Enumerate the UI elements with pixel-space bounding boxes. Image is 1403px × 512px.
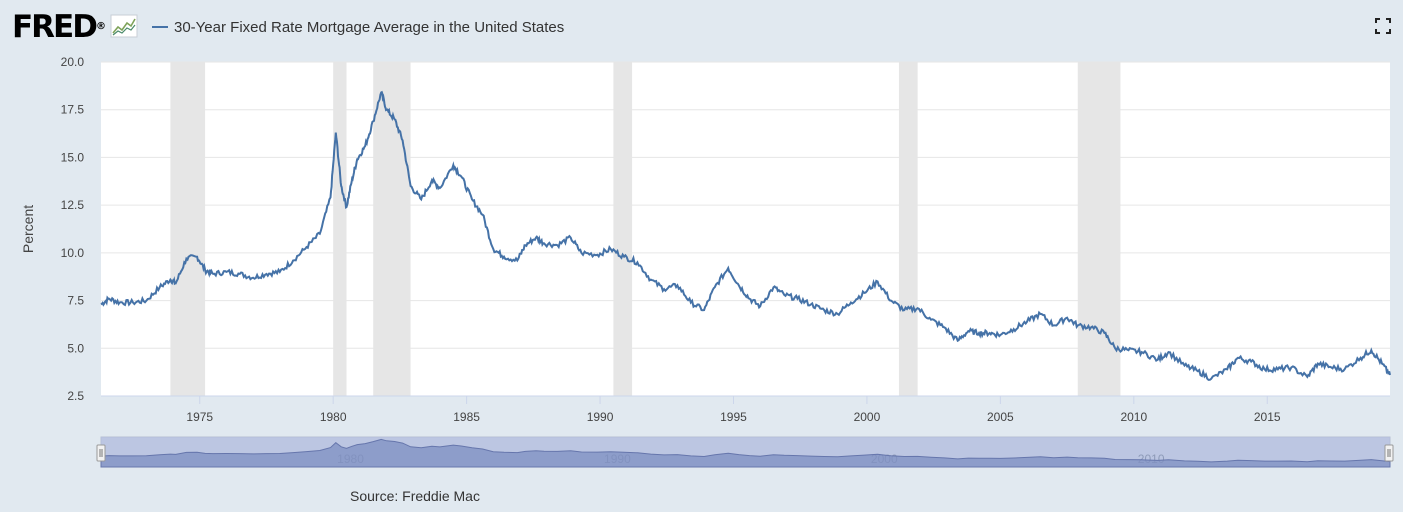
- recession-band-2: [373, 62, 411, 396]
- x-tick-label-0: 1975: [186, 410, 213, 424]
- x-tick-label-3: 1990: [587, 410, 614, 424]
- fred-logo[interactable]: FRED®: [12, 9, 106, 45]
- recession-band-5: [1077, 62, 1121, 396]
- chart-source: Source: Freddie Mac: [350, 488, 480, 504]
- x-tick-label-2: 1985: [453, 410, 480, 424]
- y-tick-label-3: 10.0: [61, 246, 85, 260]
- legend-swatch: [152, 26, 168, 28]
- x-tick-label-7: 2010: [1120, 410, 1147, 424]
- navigator-area: [100, 438, 1391, 468]
- y-tick-label-6: 17.5: [61, 103, 85, 117]
- x-tick-label-4: 1995: [720, 410, 747, 424]
- legend-label: 30-Year Fixed Rate Mortgage Average in t…: [174, 18, 565, 36]
- chart-header: FRED® 30-Year Fixed Rate Mortgage Averag…: [0, 0, 1403, 56]
- plot-area: [101, 62, 1390, 396]
- fred-logo-mark: ®: [95, 21, 106, 32]
- x-axis-ticks: 1975 1980 1985 1990 1995 2000 2005 2010 2015: [186, 396, 1281, 424]
- navigator-handle-left[interactable]: [96, 444, 106, 462]
- y-tick-label-4: 12.5: [61, 198, 85, 212]
- recession-band-1: [333, 62, 347, 396]
- x-tick-label-1: 1980: [320, 410, 347, 424]
- chart-legend[interactable]: 30-Year Fixed Rate Mortgage Average in t…: [152, 17, 564, 37]
- navigator-handle-right[interactable]: [1384, 444, 1394, 462]
- recession-band-3: [613, 62, 633, 396]
- x-tick-label-5: 2000: [854, 410, 881, 424]
- y-axis-ticks: 2.5 5.0 7.5 10.0 12.5 15.0 17.5 20.0: [61, 55, 85, 403]
- fred-logo-text: FRED: [12, 9, 98, 45]
- y-tick-label-1: 5.0: [67, 341, 84, 355]
- y-tick-label-7: 20.0: [61, 55, 85, 69]
- grid-lines: [101, 61, 1390, 397]
- y-axis-title: Percent: [20, 205, 36, 253]
- range-navigator[interactable]: 1980199020002010: [96, 436, 1394, 468]
- y-tick-label-5: 15.0: [61, 150, 85, 164]
- fullscreen-icon[interactable]: [1375, 18, 1391, 34]
- y-tick-label-0: 2.5: [67, 389, 84, 403]
- recession-band-0: [170, 62, 206, 396]
- recession-band-4: [898, 62, 918, 396]
- x-tick-label-6: 2005: [987, 410, 1014, 424]
- series-line-mortgage-rate[interactable]: [100, 90, 1391, 381]
- y-tick-label-2: 7.5: [67, 294, 84, 308]
- x-tick-label-8: 2015: [1254, 410, 1281, 424]
- fred-graph-icon: [110, 14, 138, 38]
